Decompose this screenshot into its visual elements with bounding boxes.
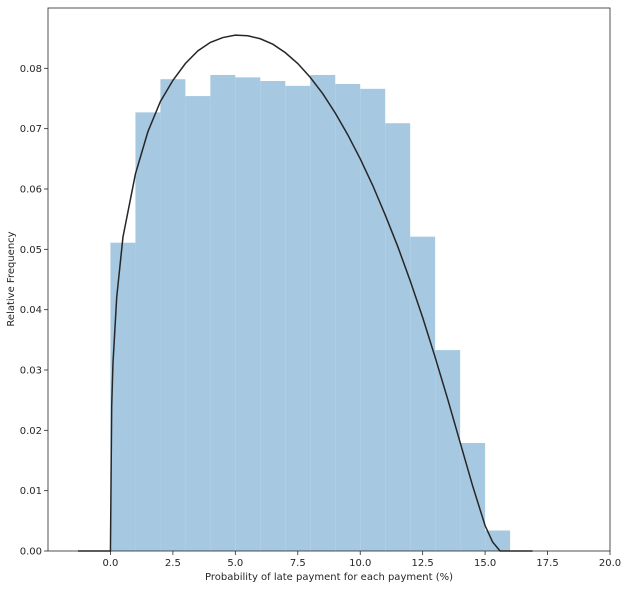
y-tick-label: 0.04 (20, 305, 42, 316)
x-tick-label: 12.5 (412, 558, 434, 569)
y-tick-label: 0.08 (20, 64, 42, 75)
x-tick-label: 2.5 (165, 558, 181, 569)
y-tick-label: 0.05 (20, 245, 42, 256)
plot-frame (47, 7, 611, 552)
y-tick-label: 0.03 (20, 366, 42, 377)
histogram-bar (260, 81, 286, 552)
x-tick-label: 15.0 (474, 558, 496, 569)
x-tick-label: 17.5 (536, 558, 558, 569)
histogram-bar (485, 530, 511, 551)
histogram-bar (435, 350, 461, 551)
histogram-bar (410, 236, 436, 551)
x-tick-label: 0.0 (102, 558, 118, 569)
histogram-bar (160, 79, 186, 552)
x-tick-label: 7.5 (290, 558, 306, 569)
y-axis-ticks: 0.00 0.01 0.02 0.03 0.04 0.05 0.06 0.07 0.08 (20, 64, 48, 558)
histogram-bar (460, 443, 486, 551)
histogram-bar (210, 74, 236, 551)
fit-curve (77, 34, 533, 552)
y-tick-label: 0.01 (20, 486, 42, 497)
histogram-bar (360, 88, 386, 551)
y-axis-label: Relative Frequency (6, 231, 17, 326)
histogram-bar (310, 74, 336, 551)
x-tick-label: 5.0 (227, 558, 243, 569)
histogram-bar (335, 84, 361, 552)
y-tick-label: 0.07 (20, 124, 42, 135)
y-tick-label: 0.00 (20, 547, 42, 558)
x-tick-label: 20.0 (599, 558, 621, 569)
histogram-bar (110, 242, 136, 552)
histogram-bar (135, 112, 161, 552)
histogram-bar (285, 85, 311, 551)
histogram-bars (110, 74, 511, 552)
histogram-bar (185, 96, 211, 551)
histogram-bar (385, 123, 411, 551)
x-tick-label: 10.0 (349, 558, 371, 569)
y-tick-label: 0.02 (20, 426, 42, 437)
histogram-bar (235, 77, 261, 551)
y-tick-label: 0.06 (20, 185, 42, 196)
x-axis-ticks: 0.0 2.5 5.0 7.5 10.0 12.5 15.0 17.5 20.0 (102, 551, 621, 569)
x-axis-label: Probability of late payment for each pay… (205, 572, 453, 583)
